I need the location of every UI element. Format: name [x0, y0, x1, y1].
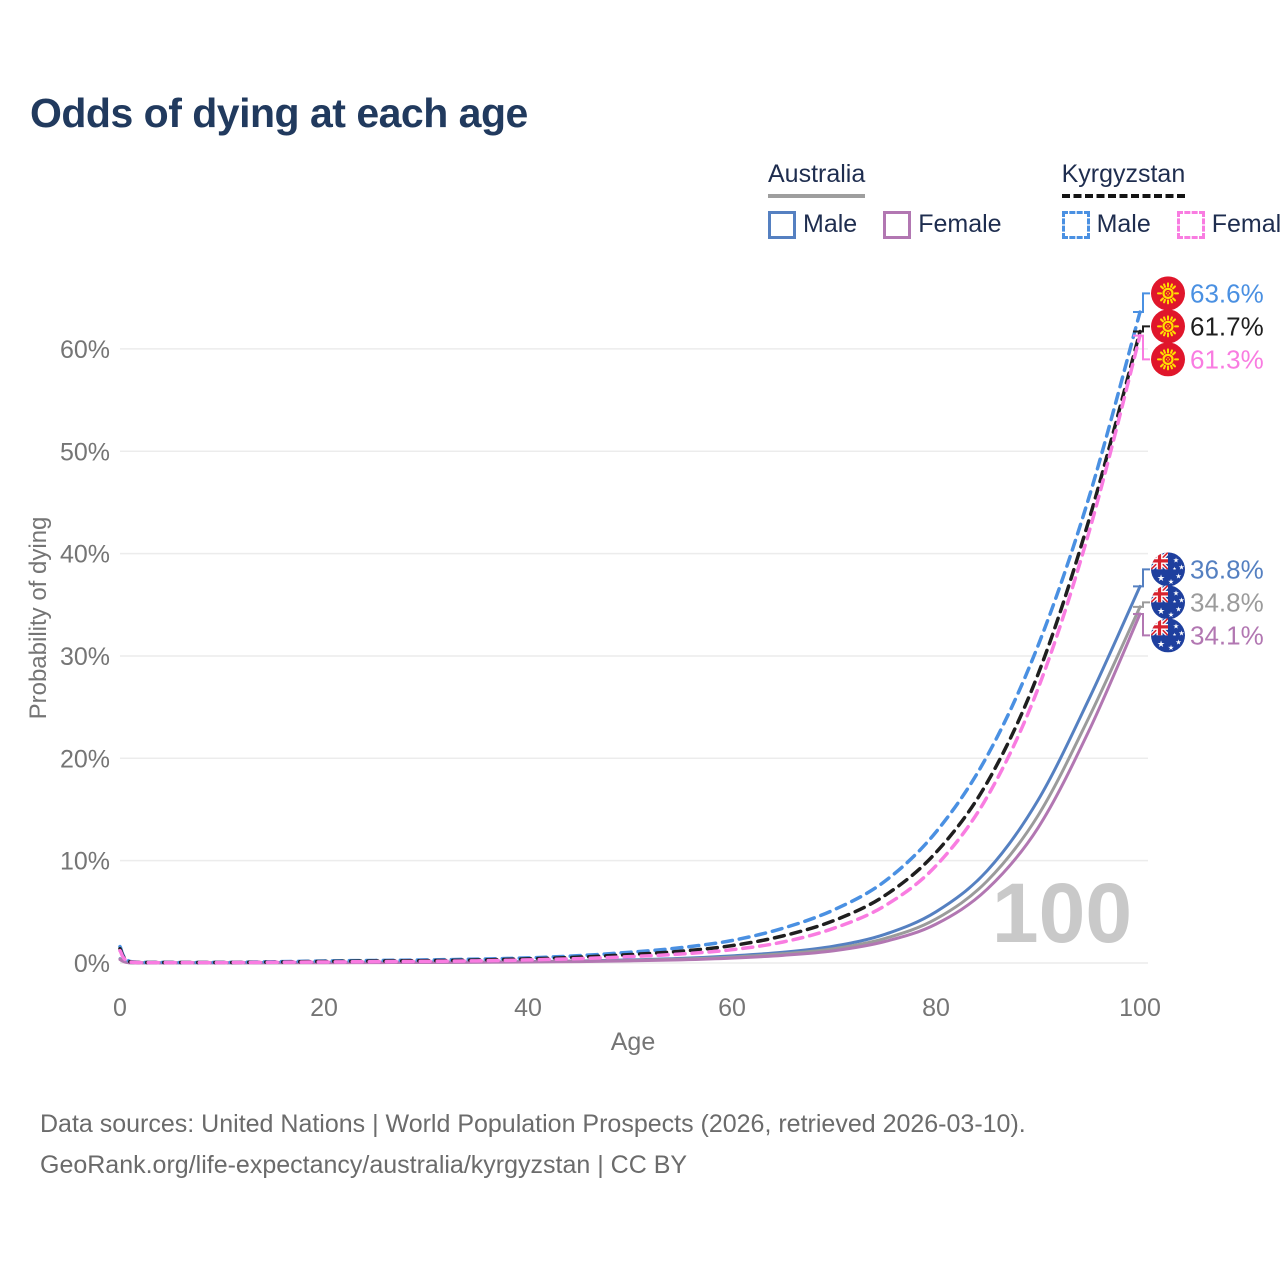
end-value-label-kyrgyzstan-male: 63.6% — [1190, 278, 1264, 308]
legend-label: Male — [803, 210, 858, 238]
data-sources-text: Data sources: United Nations | World Pop… — [40, 1110, 1026, 1138]
end-value-label-kyrgyzstan-both-sexes: 61.7% — [1190, 311, 1264, 341]
curve-australia-both-sexes[interactable] — [118, 605, 1142, 965]
y-tick-label: 30% — [60, 643, 110, 671]
legend: Australia Male Female Kyrgyzstan Male — [768, 160, 1280, 239]
legend-group-kyrgyzstan: Kyrgyzstan Male Female — [1061, 160, 1280, 239]
y-tick-label: 40% — [60, 541, 110, 569]
curve-australia-female[interactable] — [118, 612, 1142, 965]
curves — [118, 310, 1142, 965]
end-connector-australia-both-sexes — [1133, 601, 1150, 608]
y-tick-label: 60% — [60, 336, 110, 364]
legend-item-kyrgyzstan-female[interactable]: Female — [1176, 210, 1280, 239]
curve-kyrgyzstan-both-sexes[interactable] — [118, 329, 1142, 965]
end-value-label-australia-female: 34.1% — [1190, 620, 1264, 650]
australia-female-swatch-icon — [883, 210, 912, 239]
page-title: Odds of dying at each age — [30, 90, 528, 136]
end-connector-australia-male — [1133, 568, 1150, 588]
legend-label: Female — [918, 210, 1002, 238]
end-connector-kyrgyzstan-male — [1133, 292, 1150, 314]
kyrgyzstan-male-swatch-icon — [1061, 210, 1090, 239]
x-tick-label: 20 — [310, 994, 338, 1022]
age-watermark: 100 — [992, 866, 1132, 960]
end-value-label-australia-male: 36.8% — [1190, 554, 1264, 584]
curve-kyrgyzstan-male[interactable] — [118, 310, 1142, 965]
end-value-label-australia-both-sexes: 34.8% — [1190, 587, 1264, 617]
x-tick-label: 0 — [113, 994, 127, 1022]
kyrgyzstan-flag-icon — [1151, 309, 1185, 344]
y-tick-label: 0% — [74, 950, 110, 978]
y-axis-title: Probability of dying — [25, 517, 52, 720]
end-connector-australia-female — [1133, 612, 1150, 637]
end-value-label-kyrgyzstan-female: 61.3% — [1190, 344, 1264, 374]
end-connector-kyrgyzstan-both-sexes — [1133, 325, 1150, 333]
legend-group-australia: Australia Male Female — [768, 160, 1002, 239]
x-tick-label: 60 — [718, 994, 746, 1022]
kyrgyzstan-female-swatch-icon — [1176, 210, 1205, 239]
australia-flag-icon — [1151, 618, 1185, 652]
australia-flag-icon — [1151, 552, 1185, 586]
legend-header-kyrgyzstan[interactable]: Kyrgyzstan — [1061, 160, 1186, 198]
legend-item-australia-male[interactable]: Male — [768, 210, 857, 239]
legend-label: Female — [1211, 210, 1280, 238]
attribution-text: GeoRank.org/life-expectancy/australia/ky… — [40, 1150, 688, 1179]
curve-australia-male[interactable] — [118, 584, 1142, 965]
legend-header-australia[interactable]: Australia — [768, 160, 866, 198]
y-tick-label: 50% — [60, 438, 110, 466]
y-tick-label: 10% — [60, 848, 110, 876]
x-axis-title: Age — [611, 1028, 655, 1056]
end-labels: 63.6%61.7%61.3% 36.8%34.8%34.1% — [1133, 276, 1264, 652]
x-tick-label: 100 — [1119, 994, 1161, 1022]
legend-item-kyrgyzstan-male[interactable]: Male — [1061, 210, 1151, 239]
kyrgyzstan-flag-icon — [1151, 342, 1185, 377]
x-tick-label: 40 — [514, 994, 542, 1022]
legend-item-australia-female[interactable]: Female — [883, 210, 1002, 239]
legend-label: Male — [1096, 210, 1151, 238]
end-connector-kyrgyzstan-female — [1133, 334, 1150, 361]
australia-male-swatch-icon — [768, 210, 796, 239]
footer: Data sources: United Nations | World Pop… — [40, 1104, 1026, 1185]
curve-kyrgyzstan-female[interactable] — [118, 333, 1142, 965]
kyrgyzstan-flag-icon — [1151, 276, 1185, 311]
australia-flag-icon — [1151, 585, 1185, 619]
x-tick-label: 80 — [922, 994, 950, 1022]
axis-labels: 0% 10% 20% 30% 40% 50% 60% 0 20 40 60 80 100 Age Proba… — [25, 336, 1161, 1056]
y-tick-label: 20% — [60, 745, 110, 773]
